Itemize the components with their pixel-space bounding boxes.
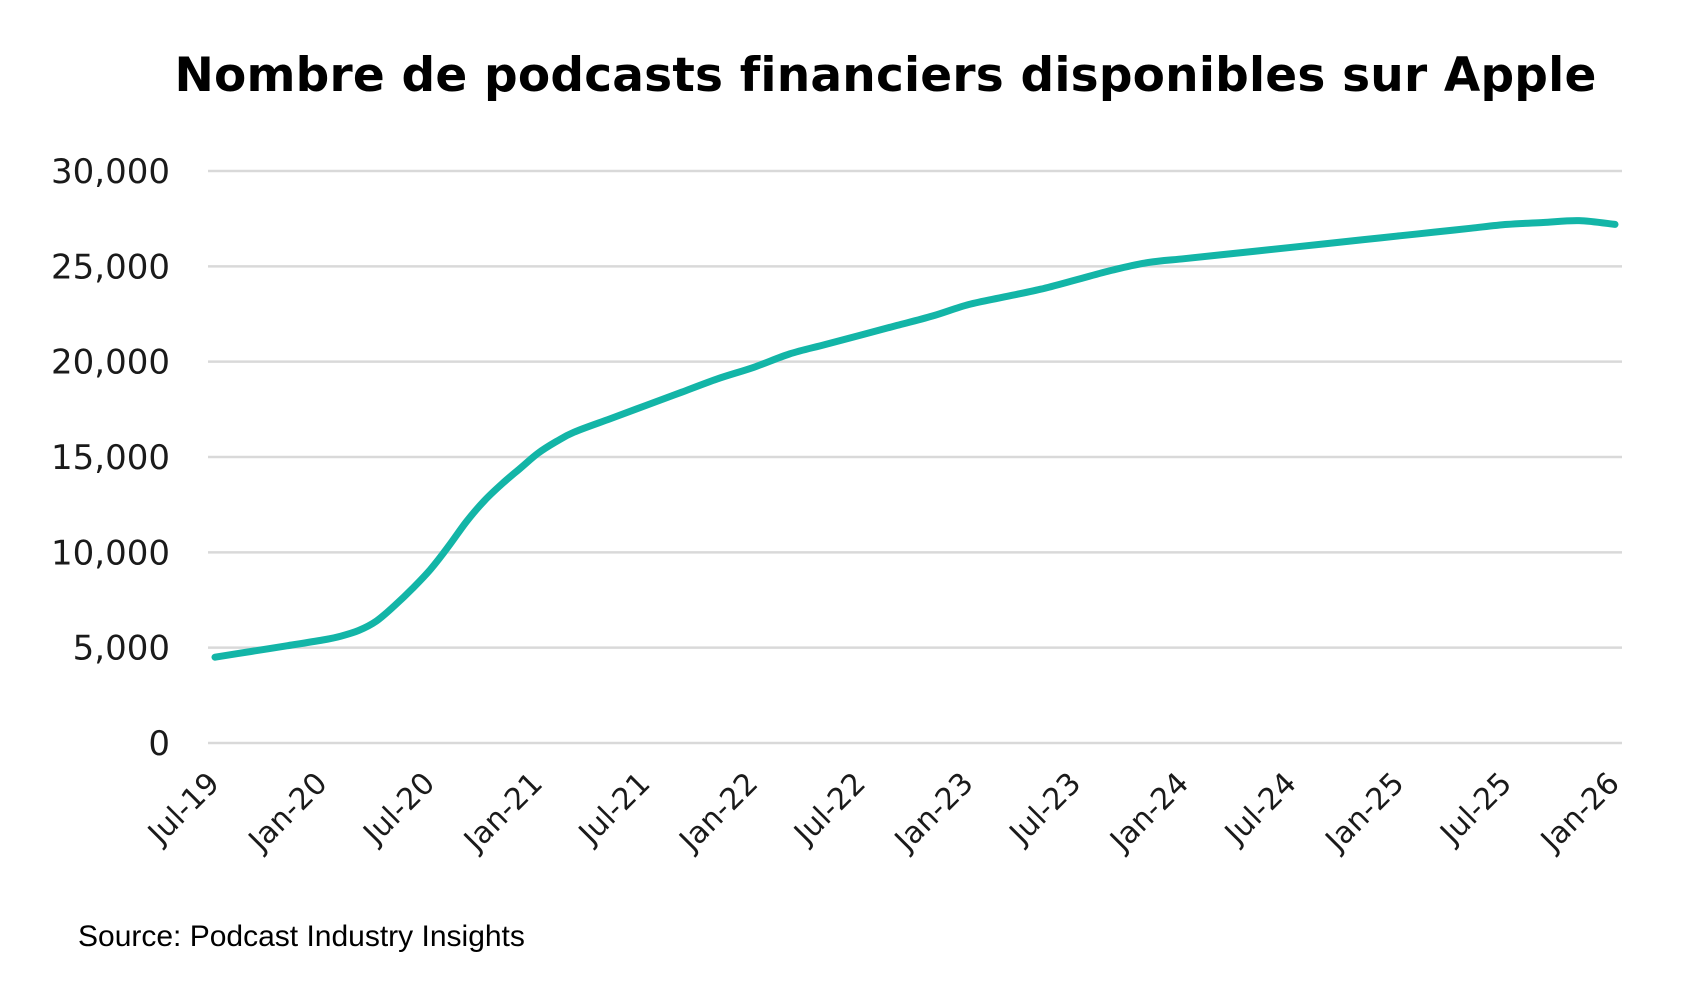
data-point: [1109, 267, 1115, 273]
x-tick-label: Jul-25: [1433, 766, 1519, 852]
x-tick-label: Jan-20: [241, 766, 335, 860]
x-tick-label: Jan-21: [456, 766, 550, 860]
data-point: [374, 618, 380, 624]
y-tick-label: 20,000: [51, 343, 170, 383]
data-point: [481, 498, 487, 504]
data-point: [930, 313, 936, 319]
y-tick-label: 30,000: [51, 152, 170, 192]
series-line: [211, 217, 1619, 661]
data-point: [571, 429, 577, 435]
y-tick-label: 5,000: [73, 629, 170, 669]
data-point: [1074, 277, 1080, 283]
data-point: [1504, 221, 1510, 227]
data-point: [679, 389, 685, 395]
data-point: [1002, 294, 1008, 300]
data-point: [1576, 218, 1582, 224]
x-tick-label: Jul-23: [1002, 766, 1088, 852]
data-point: [1145, 260, 1151, 266]
data-point: [822, 342, 828, 348]
data-point: [1289, 244, 1295, 250]
x-tick-label: Jan-25: [1318, 766, 1412, 860]
data-point: [1325, 240, 1331, 246]
x-tick-label: Jan-23: [887, 766, 981, 860]
x-tick-label: Jul-19: [140, 766, 226, 852]
data-point: [356, 628, 362, 634]
x-tick-label: Jul-21: [571, 766, 657, 852]
y-tick-label: 15,000: [51, 438, 170, 478]
y-tick-label: 0: [148, 724, 170, 764]
data-point: [409, 586, 415, 592]
x-tick-label: Jan-26: [1533, 766, 1627, 860]
data-point: [499, 481, 505, 487]
data-point: [858, 332, 864, 338]
gridlines: [208, 169, 1622, 745]
data-point: [894, 322, 900, 328]
data-point: [535, 450, 541, 456]
data-point: [1433, 229, 1439, 235]
y-tick-label: 10,000: [51, 533, 170, 573]
data-point: [1038, 286, 1044, 292]
data-point: [1612, 221, 1618, 227]
data-point: [1253, 248, 1259, 254]
data-point: [1540, 219, 1546, 225]
data-point: [715, 376, 721, 382]
data-point: [463, 519, 469, 525]
data-point: [445, 544, 451, 550]
data-point: [1361, 237, 1367, 243]
data-point: [966, 301, 972, 307]
source-note: Source: Podcast Industry Insights: [78, 920, 525, 953]
data-point: [427, 566, 433, 572]
x-tick-label: Jul-24: [1217, 766, 1303, 852]
data-point: [1397, 233, 1403, 239]
data-point: [643, 403, 649, 409]
data-point: [517, 465, 523, 471]
data-point: [786, 351, 792, 357]
chart-title: Nombre de podcasts financiers disponible…: [174, 48, 1597, 103]
x-tick-label: Jan-22: [672, 766, 766, 860]
data-point: [750, 364, 756, 370]
data-point: [1181, 256, 1187, 262]
y-axis-ticks: 0 5,000 10,000 15,000 20,000 25,000 30,000: [51, 152, 170, 764]
data-point: [284, 643, 290, 649]
data-point: [553, 439, 559, 445]
data-point: [607, 416, 613, 422]
x-tick-label: Jul-22: [786, 766, 872, 852]
series-layer: [211, 217, 1619, 661]
data-point: [212, 654, 218, 660]
x-tick-label: Jan-24: [1102, 766, 1196, 860]
data-point: [248, 648, 254, 654]
y-tick-label: 25,000: [51, 247, 170, 287]
data-point: [1468, 225, 1474, 231]
data-point: [338, 633, 344, 639]
data-point: [320, 637, 326, 643]
data-point: [1217, 252, 1223, 258]
x-axis-ticks: Jul-19 Jan-20 Jul-20 Jan-21 Jul-21 Jan-22 Jul-…: [140, 766, 1626, 860]
data-point: [391, 603, 397, 609]
x-tick-label: Jul-20: [356, 766, 442, 852]
